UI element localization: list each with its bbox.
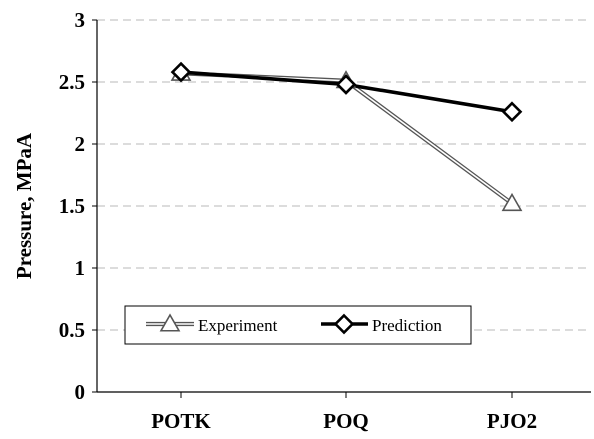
legend-symbol-prediction: [333, 313, 355, 335]
y-tick-label-0.5: 0.5: [59, 318, 85, 342]
x-tick-label-potk: POTK: [151, 409, 211, 433]
axes: [92, 19, 591, 398]
legend-label-experiment: Experiment: [198, 316, 278, 335]
legend: Experiment Prediction: [124, 305, 472, 345]
legend-label-prediction: Prediction: [372, 316, 442, 335]
y-tick-label-1: 1: [75, 256, 86, 280]
y-tick-label-3: 3: [75, 8, 86, 32]
grid-lines: [97, 19, 591, 331]
point-prediction-poq: [335, 74, 357, 95]
series-markers: [170, 61, 523, 212]
legend-marker-experiment: [159, 313, 181, 332]
x-tick-label-pjo2: PJO2: [487, 409, 537, 433]
point-experiment-pjo2: [501, 192, 523, 212]
y-tick-label-2: 2: [75, 132, 86, 156]
legend-entry-experiment: Experiment: [146, 313, 278, 335]
y-tick-label-2.5: 2.5: [59, 70, 85, 94]
legend-entry-prediction: Prediction: [321, 313, 442, 335]
legend-symbol-experiment: [159, 313, 181, 332]
point-prediction-pjo2: [501, 101, 523, 123]
x-tick-label-poq: POQ: [323, 409, 369, 433]
point-prediction-potk: [170, 61, 192, 83]
y-tick-label-1.5: 1.5: [59, 194, 85, 218]
y-tick-label-0: 0: [75, 380, 86, 404]
tick-labels: 0 0.5 1 1.5 2 2.5 3 POTK POQ PJO2: [59, 8, 537, 433]
y-axis-title: Pressure, MPaA: [12, 132, 36, 279]
legend-marker-prediction: [333, 313, 355, 335]
